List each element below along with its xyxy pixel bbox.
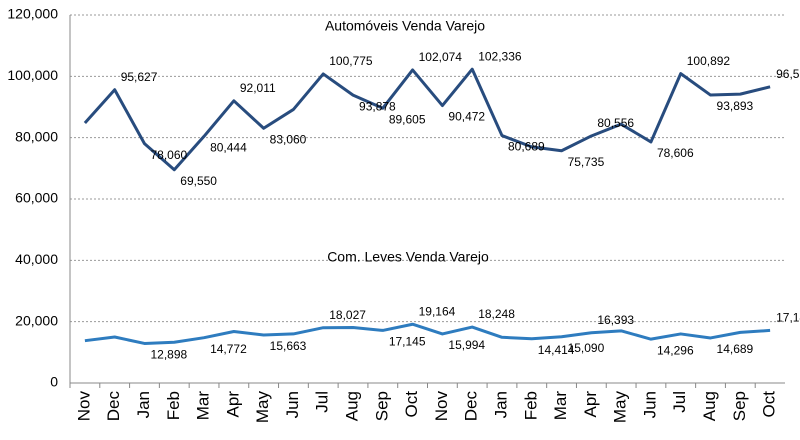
data-label: 78,060: [150, 148, 187, 162]
data-label: 100,775: [329, 54, 373, 68]
data-label: 78,606: [657, 146, 694, 160]
data-label: 93,878: [359, 99, 396, 113]
data-label: 95,627: [121, 70, 158, 84]
x-tick-label: Mar: [194, 391, 213, 421]
data-label: 93,893: [717, 99, 754, 113]
data-label: 100,892: [687, 54, 731, 68]
data-label: 15,090: [568, 341, 605, 355]
data-label: 90,472: [448, 110, 485, 124]
data-label: 12,898: [150, 348, 187, 362]
data-label: 16,393: [597, 313, 634, 327]
data-label: 80,689: [508, 140, 545, 154]
y-tick-label: 100,000: [7, 67, 58, 83]
data-label: 102,074: [419, 50, 463, 64]
x-tick-label: Aug: [343, 391, 362, 421]
x-tick-label: Sep: [372, 391, 391, 421]
series-label: Com. Leves Venda Varejo: [327, 249, 489, 265]
data-label: 15,994: [448, 338, 485, 352]
x-tick-label: Jun: [283, 391, 302, 418]
data-label: 17,144: [776, 311, 800, 325]
data-label: 102,336: [478, 49, 522, 63]
data-label: 80,556: [597, 116, 634, 130]
y-tick-label: 20,000: [15, 312, 58, 328]
x-tick-label: Mar: [551, 391, 570, 421]
x-tick-label: Nov: [74, 391, 93, 422]
data-label: 96,569: [776, 67, 800, 81]
data-label: 18,027: [329, 308, 366, 322]
x-tick-label: May: [611, 391, 630, 424]
data-label: 89,605: [389, 112, 426, 126]
data-label: 69,550: [180, 174, 217, 188]
series-line: [84, 322, 771, 345]
data-label: 92,011: [240, 81, 276, 95]
x-tick-label: Feb: [164, 391, 183, 420]
data-label: 14,414: [538, 343, 575, 357]
x-tick-label: Jan: [134, 391, 153, 418]
data-label: 83,060: [270, 132, 307, 146]
x-tick-label: Nov: [432, 391, 451, 422]
x-tick-label: Jun: [640, 391, 659, 418]
y-tick-label: 60,000: [15, 190, 58, 206]
x-tick-label: Oct: [760, 391, 779, 418]
data-label: 14,689: [717, 342, 754, 356]
data-label: 14,296: [657, 343, 694, 357]
x-tick-label: Dec: [462, 391, 481, 422]
x-tick-label: Jul: [670, 391, 689, 413]
x-tick-label: Jan: [491, 391, 510, 418]
x-tick-label: Feb: [521, 391, 540, 420]
y-tick-label: 40,000: [15, 251, 58, 267]
data-label: 14,772: [210, 342, 247, 356]
data-label: 19,164: [419, 304, 456, 318]
x-tick-label: Oct: [402, 391, 421, 418]
y-tick-label: 120,000: [7, 6, 58, 22]
x-tick-label: Sep: [730, 391, 749, 421]
x-tick-label: Apr: [223, 391, 242, 418]
data-label: 80,444: [210, 140, 247, 154]
x-tick-label: Apr: [581, 391, 600, 418]
data-label: 18,248: [478, 307, 515, 321]
y-tick-label: 80,000: [15, 128, 58, 144]
series-label: Automóveis Venda Varejo: [325, 18, 485, 34]
x-tick-label: Jul: [313, 391, 332, 413]
x-tick-label: May: [253, 391, 272, 424]
x-tick-label: Dec: [104, 391, 123, 422]
x-tick-label: Aug: [700, 391, 719, 421]
data-label: 75,735: [568, 155, 605, 169]
series-line: [83, 67, 771, 172]
data-label: 17,145: [389, 335, 426, 349]
y-tick-label: 0: [50, 374, 58, 390]
data-label: 15,663: [270, 339, 307, 353]
